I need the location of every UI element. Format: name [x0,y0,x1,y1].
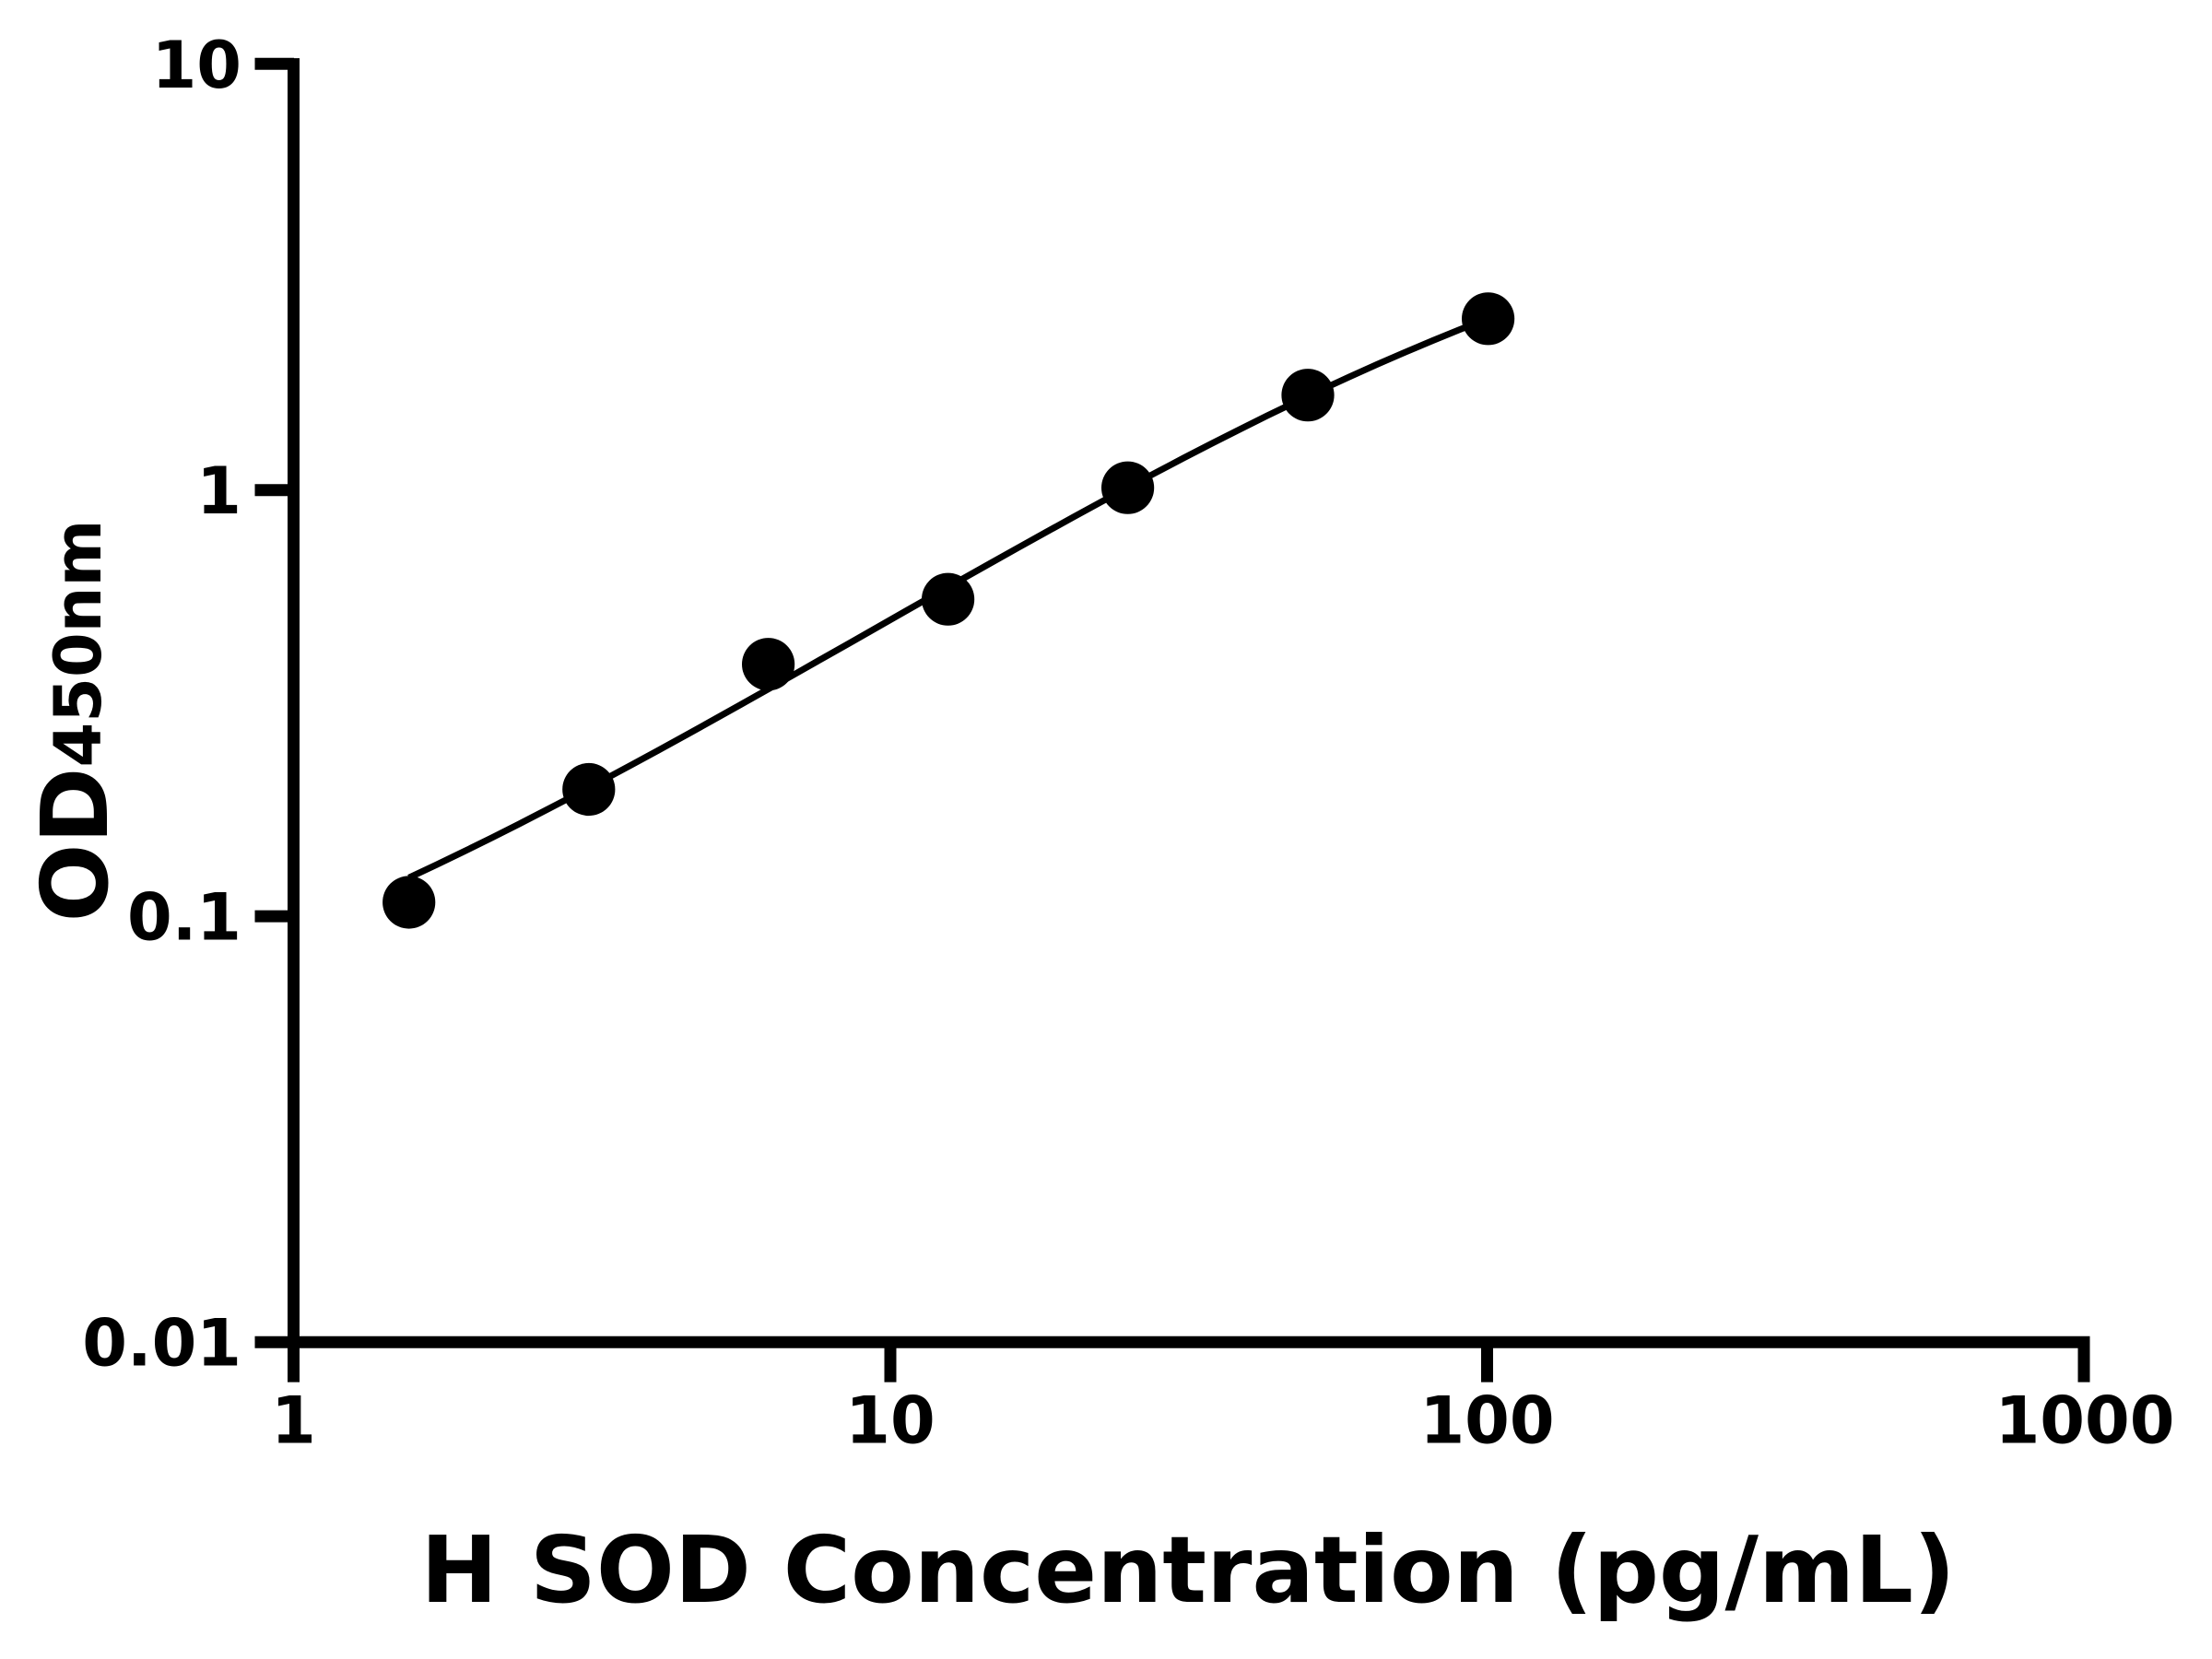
svg-text:100: 100 [1419,1382,1554,1458]
svg-text:10: 10 [845,1382,935,1458]
svg-text:0.1: 0.1 [127,880,241,956]
svg-text:0.01: 0.01 [82,1306,241,1382]
svg-text:10: 10 [152,28,241,103]
svg-text:H SOD Concentration (pg/mL): H SOD Concentration (pg/mL) [420,1516,1955,1624]
svg-text:1000: 1000 [1995,1382,2175,1458]
svg-text:1: 1 [271,1382,316,1458]
svg-text:OD450nm: OD450nm [21,520,129,923]
svg-text:1: 1 [196,453,241,529]
